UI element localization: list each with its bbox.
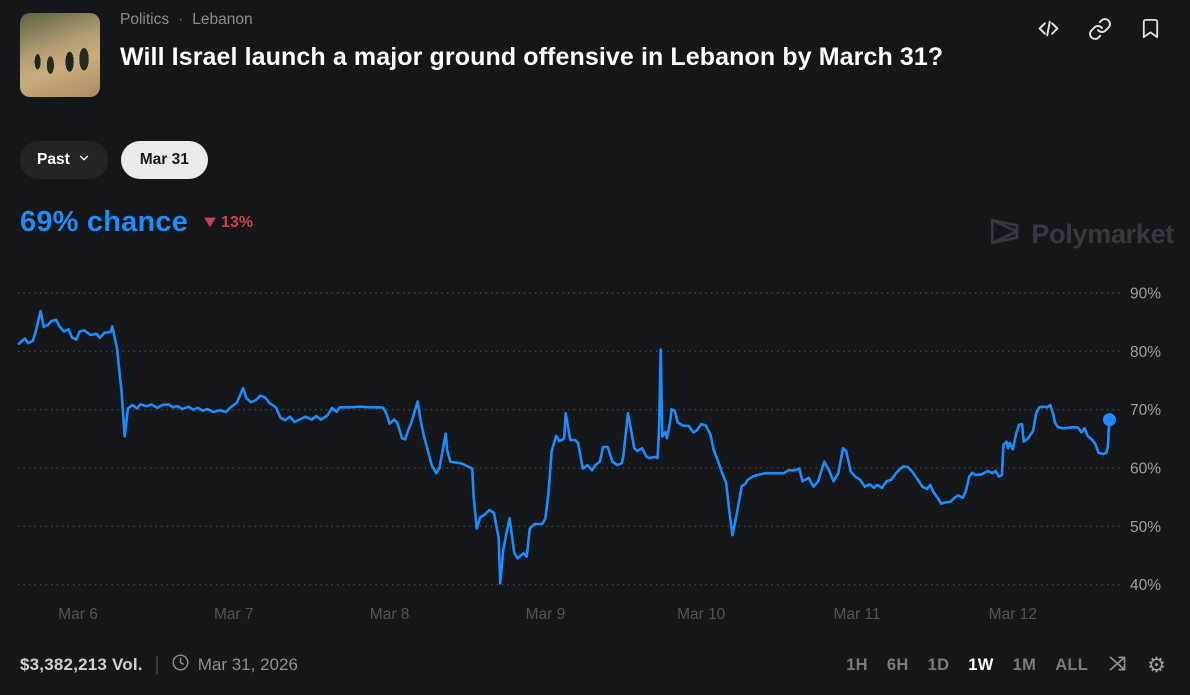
polymarket-watermark: Polymarket — [986, 214, 1174, 254]
y-tick-label: 50% — [1130, 519, 1161, 536]
triangle-down-icon — [204, 217, 216, 228]
range-button-1m[interactable]: 1M — [1012, 655, 1037, 674]
breadcrumb-separator: · — [178, 11, 184, 28]
x-tick-label: Mar 7 — [214, 606, 254, 623]
price-delta: 13% — [204, 214, 253, 232]
polymarket-logo-icon — [986, 214, 1021, 254]
footer-divider — [155, 655, 158, 675]
clock-icon — [171, 653, 190, 677]
market-thumbnail — [20, 13, 100, 97]
chance-value: 69% chance — [20, 206, 189, 238]
x-tick-label: Mar 10 — [677, 606, 726, 623]
link-icon — [1088, 17, 1112, 44]
y-tick-label: 40% — [1130, 577, 1161, 594]
chevron-down-icon — [77, 151, 91, 170]
past-dropdown[interactable]: Past — [20, 141, 108, 179]
current-price-dot — [1102, 413, 1116, 427]
date-pill-label: Mar 31 — [139, 151, 189, 168]
embed-button[interactable] — [1036, 16, 1061, 44]
page-title: Will Israel launch a major ground offens… — [120, 43, 944, 71]
bookmark-icon — [1139, 17, 1162, 43]
compare-button[interactable] — [1107, 653, 1128, 677]
end-date-label: Mar 31, 2026 — [197, 655, 298, 674]
x-tick-label: Mar 11 — [833, 606, 880, 623]
footer-left: $3,382,213 Vol. Mar 31, 2026 — [20, 653, 298, 677]
breadcrumb: Politics · Lebanon — [120, 11, 253, 29]
chart-footer: $3,382,213 Vol. Mar 31, 2026 1H 6H 1D 1W 1M A… — [0, 648, 1190, 682]
settings-button[interactable]: ⚙ — [1147, 652, 1166, 677]
range-button-1h[interactable]: 1H — [846, 655, 868, 674]
breadcrumb-subcategory[interactable]: Lebanon — [192, 11, 253, 28]
y-tick-label: 80% — [1130, 344, 1161, 361]
date-pill[interactable]: Mar 31 — [120, 141, 208, 179]
range-button-1w[interactable]: 1W — [968, 655, 994, 674]
range-button-6h[interactable]: 6H — [886, 655, 909, 674]
y-tick-label: 70% — [1130, 402, 1161, 419]
delta-value: 13% — [221, 213, 254, 231]
watermark-label: Polymarket — [1031, 218, 1174, 249]
bookmark-button[interactable] — [1139, 17, 1162, 43]
crossing-arrows-icon — [1107, 653, 1128, 677]
x-tick-label: Mar 9 — [526, 606, 566, 623]
breadcrumb-category[interactable]: Politics — [120, 11, 170, 28]
range-button-1d[interactable]: 1D — [927, 655, 950, 674]
range-selector: 1H 6H 1D 1W 1M ALL — [846, 656, 1088, 675]
footer-right: 1H 6H 1D 1W 1M ALL ⚙ — [846, 653, 1166, 677]
price-summary: 69% chance 13% — [20, 206, 253, 239]
copy-link-button[interactable] — [1088, 17, 1112, 44]
end-date: Mar 31, 2026 — [171, 653, 298, 677]
x-tick-label: Mar 6 — [58, 606, 98, 623]
x-tick-label: Mar 12 — [989, 606, 1037, 623]
y-tick-label: 60% — [1130, 461, 1161, 478]
volume-label: $3,382,213 Vol. — [20, 655, 143, 674]
y-tick-label: 90% — [1130, 286, 1161, 303]
filter-pills: Past Mar 31 — [20, 141, 208, 179]
gear-icon: ⚙ — [1147, 652, 1166, 677]
x-tick-label: Mar 8 — [370, 606, 410, 623]
header-actions — [1036, 16, 1162, 44]
price-line — [17, 309, 1111, 585]
range-button-all[interactable]: ALL — [1055, 655, 1089, 674]
code-embed-icon — [1036, 16, 1061, 44]
past-dropdown-label: Past — [37, 151, 70, 168]
